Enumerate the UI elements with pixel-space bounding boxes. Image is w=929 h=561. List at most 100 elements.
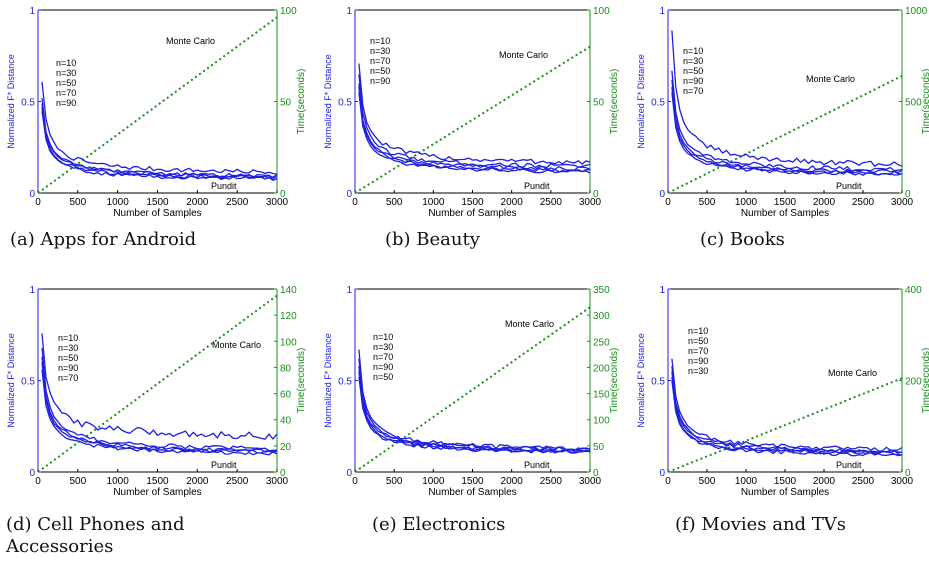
x-axis-label: Number of Samples <box>428 487 516 498</box>
y2-tick-label: 500 <box>905 98 922 109</box>
y-axis-label-right: Time(seconds) <box>921 348 929 414</box>
label-monte-carlo: Monte Carlo <box>828 368 877 378</box>
x-tick-label: 1500 <box>461 476 484 487</box>
x-tick-label: 3000 <box>579 197 602 208</box>
y-axis-label-left: Normalized F* Distance <box>636 54 646 149</box>
x-tick-label: 2000 <box>186 476 209 487</box>
caption-c: (c) Books <box>700 229 785 250</box>
legend-entry: n=10 <box>56 58 76 68</box>
x-tick-label: 500 <box>386 476 403 487</box>
x-axis-label: Number of Samples <box>741 208 829 219</box>
x-tick-label: 1500 <box>774 476 797 487</box>
legend-entry: n=50 <box>370 66 390 76</box>
y-axis-label-left: Normalized F* Distance <box>6 333 16 428</box>
y2-tick-label: 150 <box>593 390 610 401</box>
series-monte-carlo-time <box>37 294 278 473</box>
legend-entry: n=30 <box>373 342 393 352</box>
series-distance-line <box>41 110 278 182</box>
series-distance-line <box>671 87 903 176</box>
y-axis-label-right: Time(seconds) <box>921 69 929 135</box>
y2-tick-label: 120 <box>280 311 297 322</box>
y-tick-label: 1 <box>29 6 35 17</box>
y2-tick-label: 50 <box>593 442 605 453</box>
y-axis-label-left: Normalized F* Distance <box>323 54 333 149</box>
label-pundit: Pundit <box>211 181 237 191</box>
legend-entry: n=70 <box>373 352 393 362</box>
label-pundit: Pundit <box>524 460 550 470</box>
legend-entry: n=10 <box>683 46 703 56</box>
series-distance-line <box>41 362 278 454</box>
legend-entry: n=70 <box>58 373 78 383</box>
y-tick-label: 0.5 <box>338 98 352 109</box>
y-axis-label-right: Time(seconds) <box>609 69 620 135</box>
legend-entry: n=50 <box>688 336 708 346</box>
series-distance-line <box>358 87 590 173</box>
label-pundit: Pundit <box>836 460 862 470</box>
y2-tick-label: 250 <box>593 337 610 348</box>
legend-entry: n=10 <box>373 332 393 342</box>
label-monte-carlo: Monte Carlo <box>212 340 261 350</box>
legend-entry: n=90 <box>683 76 703 86</box>
series-distance-line <box>671 380 903 457</box>
y-tick-label: 0 <box>29 468 35 479</box>
series-distance-line <box>671 371 903 455</box>
x-tick-label: 2000 <box>813 197 836 208</box>
series-monte-carlo-time <box>667 74 903 194</box>
x-tick-label: 1000 <box>735 476 758 487</box>
x-axis-label: Number of Samples <box>113 208 201 219</box>
y2-tick-label: 20 <box>280 442 292 453</box>
legend-entry: n=90 <box>373 362 393 372</box>
y2-tick-label: 0 <box>905 468 911 479</box>
legend-entry: n=90 <box>56 98 76 108</box>
series-distance-line <box>358 349 591 452</box>
series-monte-carlo-time <box>354 45 591 194</box>
x-tick-label: 1500 <box>146 476 169 487</box>
x-tick-label: 2000 <box>501 197 524 208</box>
legend-entry: n=90 <box>688 356 708 366</box>
legend-entry: n=70 <box>56 88 76 98</box>
series-distance-line <box>358 358 590 451</box>
caption-b: (b) Beauty <box>385 229 480 250</box>
y-axis-label-right: Time(seconds) <box>296 348 307 414</box>
x-tick-label: 2500 <box>852 197 875 208</box>
legend-entry: n=10 <box>370 36 390 46</box>
y2-tick-label: 60 <box>280 390 292 401</box>
label-monte-carlo: Monte Carlo <box>499 50 548 60</box>
y-tick-label: 1 <box>29 285 35 296</box>
legend-entry: n=30 <box>56 68 76 78</box>
legend-entry: n=10 <box>58 333 78 343</box>
label-pundit: Pundit <box>211 460 237 470</box>
x-tick-label: 1000 <box>107 476 130 487</box>
y2-tick-label: 0 <box>593 468 599 479</box>
x-tick-label: 2500 <box>226 476 249 487</box>
legend-entry: n=30 <box>683 56 703 66</box>
x-tick-label: 500 <box>699 476 716 487</box>
y-tick-label: 1 <box>346 285 352 296</box>
x-tick-label: 2500 <box>540 197 563 208</box>
x-tick-label: 500 <box>69 476 86 487</box>
series-distance-line <box>358 371 591 454</box>
y-tick-label: 0.5 <box>651 98 665 109</box>
series-distance-line <box>41 369 278 456</box>
y2-tick-label: 0 <box>280 189 286 200</box>
y2-tick-label: 140 <box>280 285 297 296</box>
x-tick-label: 1000 <box>422 197 445 208</box>
x-tick-label: 2500 <box>540 476 563 487</box>
y2-tick-label: 100 <box>593 6 610 17</box>
x-tick-label: 3000 <box>266 476 289 487</box>
y2-tick-label: 80 <box>280 363 292 374</box>
x-tick-label: 0 <box>35 476 41 487</box>
y2-tick-label: 400 <box>905 285 922 296</box>
x-tick-label: 0 <box>352 197 358 208</box>
x-tick-label: 2000 <box>813 476 836 487</box>
y-tick-label: 0.5 <box>338 377 352 388</box>
caption-e: (e) Electronics <box>372 514 506 535</box>
y2-tick-label: 0 <box>905 189 911 200</box>
x-tick-label: 1500 <box>146 197 169 208</box>
x-axis-label: Number of Samples <box>428 208 516 219</box>
series-distance-line <box>671 365 903 453</box>
y-axis-label-right: Time(seconds) <box>296 69 307 135</box>
legend-entry: n=50 <box>683 66 703 76</box>
